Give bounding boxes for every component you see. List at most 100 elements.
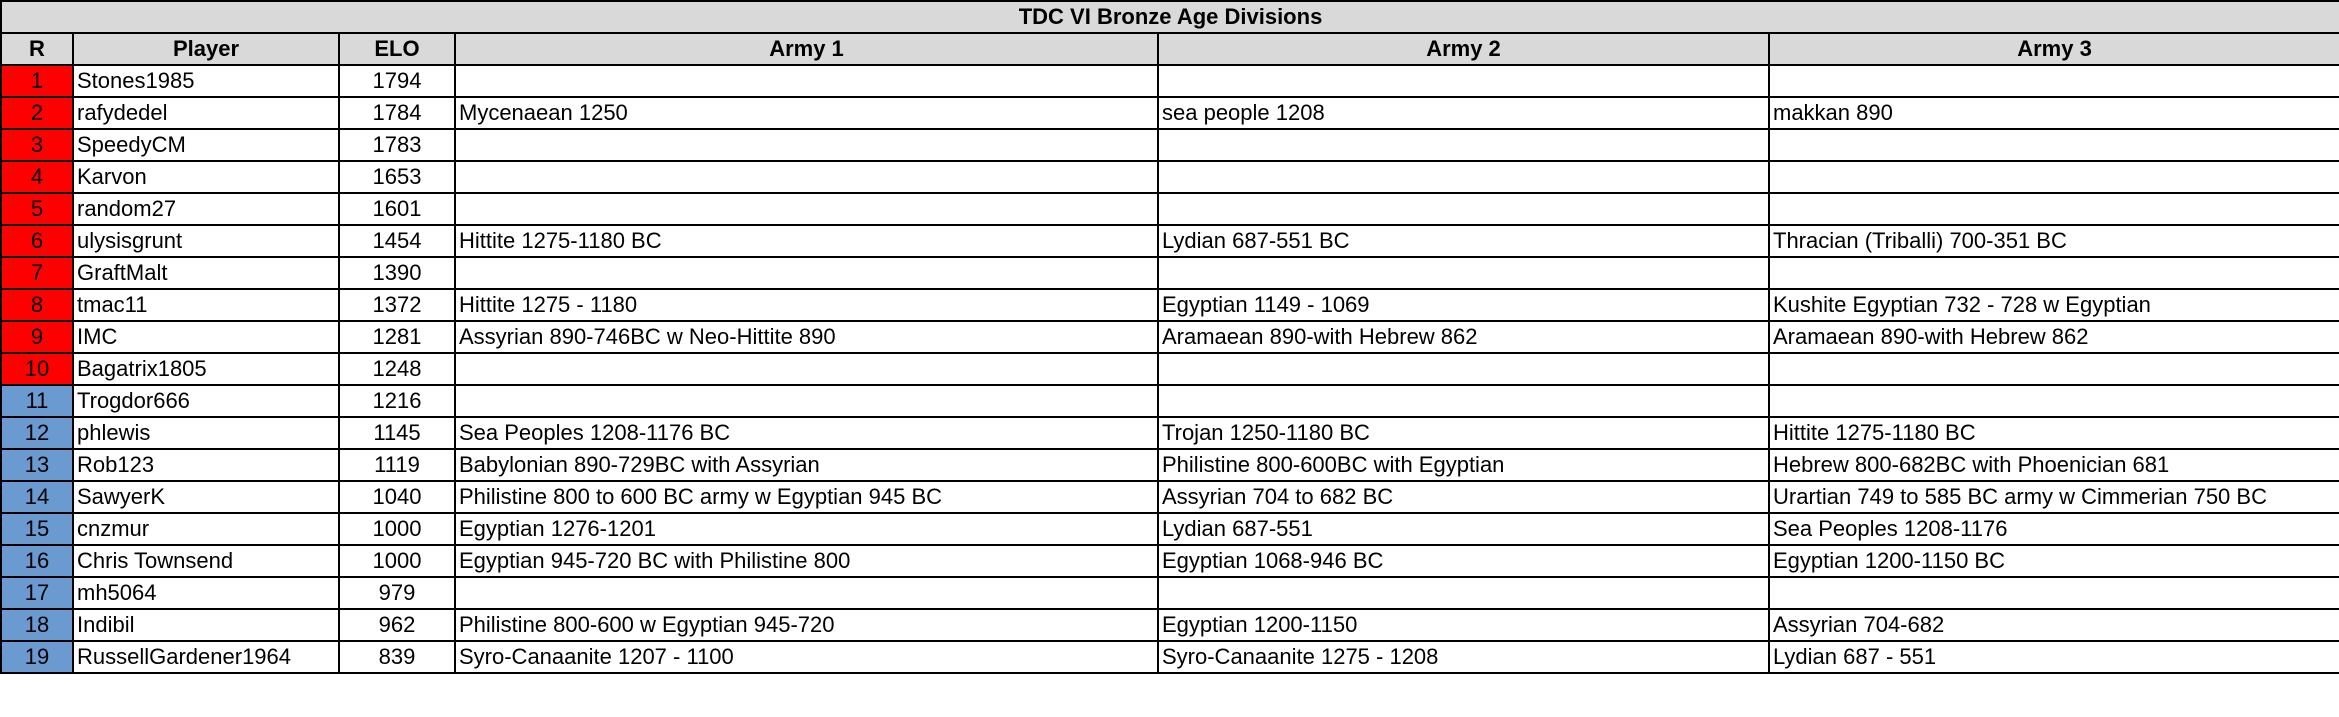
- player-cell[interactable]: ulysisgrunt: [72, 224, 340, 258]
- army-3-cell[interactable]: [1767, 384, 2339, 418]
- army-1-cell[interactable]: Hittite 1275 - 1180: [454, 288, 1159, 322]
- elo-cell[interactable]: 1794: [338, 64, 456, 98]
- elo-cell[interactable]: 1281: [338, 320, 456, 354]
- army-3-cell[interactable]: Kushite Egyptian 732 - 728 w Egyptian: [1767, 288, 2339, 322]
- rank-cell[interactable]: 5: [0, 192, 74, 226]
- player-cell[interactable]: tmac11: [72, 288, 340, 322]
- elo-cell[interactable]: 1040: [338, 480, 456, 514]
- army-1-cell[interactable]: [454, 352, 1159, 386]
- header-elo[interactable]: ELO: [338, 32, 456, 66]
- rank-cell[interactable]: 13: [0, 448, 74, 482]
- army-3-cell[interactable]: [1767, 128, 2339, 162]
- rank-cell[interactable]: 16: [0, 544, 74, 578]
- army-1-cell[interactable]: Assyrian 890-746BC w Neo-Hittite 890: [454, 320, 1159, 354]
- elo-cell[interactable]: 1145: [338, 416, 456, 450]
- player-cell[interactable]: SpeedyCM: [72, 128, 340, 162]
- player-cell[interactable]: GraftMalt: [72, 256, 340, 290]
- army-1-cell[interactable]: Egyptian 1276-1201: [454, 512, 1159, 546]
- army-1-cell[interactable]: [454, 192, 1159, 226]
- rank-cell[interactable]: 8: [0, 288, 74, 322]
- player-cell[interactable]: cnzmur: [72, 512, 340, 546]
- elo-cell[interactable]: 1390: [338, 256, 456, 290]
- army-1-cell[interactable]: [454, 128, 1159, 162]
- army-2-cell[interactable]: Lydian 687-551: [1157, 512, 1770, 546]
- army-3-cell[interactable]: [1767, 576, 2339, 610]
- header-player[interactable]: Player: [72, 32, 340, 66]
- army-1-cell[interactable]: [454, 576, 1159, 610]
- army-2-cell[interactable]: [1157, 160, 1770, 194]
- player-cell[interactable]: mh5064: [72, 576, 340, 610]
- army-2-cell[interactable]: Egyptian 1149 - 1069: [1157, 288, 1770, 322]
- rank-cell[interactable]: 6: [0, 224, 74, 258]
- army-2-cell[interactable]: [1157, 352, 1770, 386]
- elo-cell[interactable]: 1653: [338, 160, 456, 194]
- elo-cell[interactable]: 1454: [338, 224, 456, 258]
- player-cell[interactable]: phlewis: [72, 416, 340, 450]
- header-army-1[interactable]: Army 1: [454, 32, 1159, 66]
- army-3-cell[interactable]: Assyrian 704-682: [1767, 608, 2339, 642]
- elo-cell[interactable]: 1601: [338, 192, 456, 226]
- elo-cell[interactable]: 1000: [338, 512, 456, 546]
- army-1-cell[interactable]: Philistine 800-600 w Egyptian 945-720: [454, 608, 1159, 642]
- rank-cell[interactable]: 15: [0, 512, 74, 546]
- header-rank[interactable]: R: [0, 32, 74, 66]
- player-cell[interactable]: Karvon: [72, 160, 340, 194]
- rank-cell[interactable]: 19: [0, 640, 74, 674]
- army-2-cell[interactable]: Philistine 800-600BC with Egyptian: [1157, 448, 1770, 482]
- header-army-3[interactable]: Army 3: [1767, 32, 2339, 66]
- player-cell[interactable]: Rob123: [72, 448, 340, 482]
- army-1-cell[interactable]: Sea Peoples 1208-1176 BC: [454, 416, 1159, 450]
- army-3-cell[interactable]: Aramaean 890-with Hebrew 862: [1767, 320, 2339, 354]
- player-cell[interactable]: Indibil: [72, 608, 340, 642]
- army-3-cell[interactable]: Sea Peoples 1208-1176: [1767, 512, 2339, 546]
- elo-cell[interactable]: 962: [338, 608, 456, 642]
- army-2-cell[interactable]: Lydian 687-551 BC: [1157, 224, 1770, 258]
- elo-cell[interactable]: 1216: [338, 384, 456, 418]
- player-cell[interactable]: Trogdor666: [72, 384, 340, 418]
- player-cell[interactable]: SawyerK: [72, 480, 340, 514]
- army-3-cell[interactable]: Thracian (Triballi) 700-351 BC: [1767, 224, 2339, 258]
- elo-cell[interactable]: 1783: [338, 128, 456, 162]
- rank-cell[interactable]: 11: [0, 384, 74, 418]
- army-3-cell[interactable]: Hittite 1275-1180 BC: [1767, 416, 2339, 450]
- player-cell[interactable]: Stones1985: [72, 64, 340, 98]
- army-1-cell[interactable]: [454, 256, 1159, 290]
- army-2-cell[interactable]: [1157, 192, 1770, 226]
- rank-cell[interactable]: 7: [0, 256, 74, 290]
- army-1-cell[interactable]: [454, 64, 1159, 98]
- rank-cell[interactable]: 3: [0, 128, 74, 162]
- army-2-cell[interactable]: [1157, 64, 1770, 98]
- army-3-cell[interactable]: makkan 890: [1767, 96, 2339, 130]
- army-2-cell[interactable]: [1157, 384, 1770, 418]
- army-1-cell[interactable]: [454, 160, 1159, 194]
- player-cell[interactable]: rafydedel: [72, 96, 340, 130]
- army-3-cell[interactable]: [1767, 192, 2339, 226]
- rank-cell[interactable]: 4: [0, 160, 74, 194]
- army-3-cell[interactable]: Egyptian 1200-1150 BC: [1767, 544, 2339, 578]
- army-1-cell[interactable]: Philistine 800 to 600 BC army w Egyptian…: [454, 480, 1159, 514]
- player-cell[interactable]: RussellGardener1964: [72, 640, 340, 674]
- player-cell[interactable]: Bagatrix1805: [72, 352, 340, 386]
- army-1-cell[interactable]: Mycenaean 1250: [454, 96, 1159, 130]
- army-3-cell[interactable]: Urartian 749 to 585 BC army w Cimmerian …: [1767, 480, 2339, 514]
- army-2-cell[interactable]: Egyptian 1200-1150: [1157, 608, 1770, 642]
- rank-cell[interactable]: 14: [0, 480, 74, 514]
- army-1-cell[interactable]: Hittite 1275-1180 BC: [454, 224, 1159, 258]
- army-2-cell[interactable]: Assyrian 704 to 682 BC: [1157, 480, 1770, 514]
- army-2-cell[interactable]: Aramaean 890-with Hebrew 862: [1157, 320, 1770, 354]
- rank-cell[interactable]: 10: [0, 352, 74, 386]
- player-cell[interactable]: Chris Townsend: [72, 544, 340, 578]
- elo-cell[interactable]: 839: [338, 640, 456, 674]
- rank-cell[interactable]: 12: [0, 416, 74, 450]
- rank-cell[interactable]: 9: [0, 320, 74, 354]
- army-3-cell[interactable]: [1767, 160, 2339, 194]
- army-1-cell[interactable]: Syro-Canaanite 1207 - 1100: [454, 640, 1159, 674]
- army-3-cell[interactable]: [1767, 64, 2339, 98]
- rank-cell[interactable]: 17: [0, 576, 74, 610]
- army-3-cell[interactable]: [1767, 256, 2339, 290]
- army-3-cell[interactable]: [1767, 352, 2339, 386]
- army-1-cell[interactable]: Egyptian 945-720 BC with Philistine 800: [454, 544, 1159, 578]
- rank-cell[interactable]: 18: [0, 608, 74, 642]
- elo-cell[interactable]: 1248: [338, 352, 456, 386]
- elo-cell[interactable]: 1119: [338, 448, 456, 482]
